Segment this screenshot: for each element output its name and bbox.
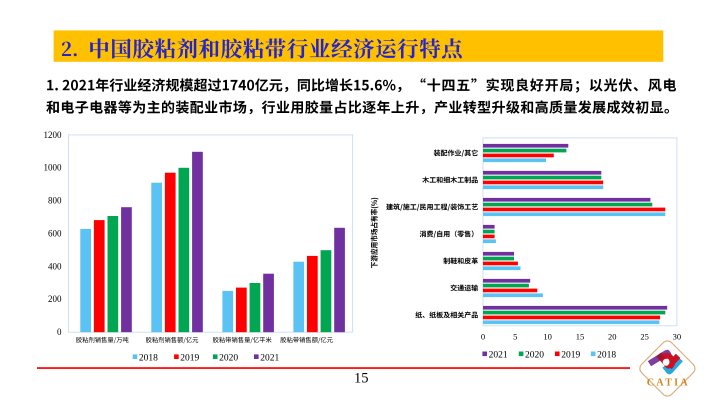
svg-text:200: 200 — [48, 294, 62, 304]
svg-text:15: 15 — [354, 371, 369, 387]
svg-text:2019: 2019 — [180, 354, 199, 364]
svg-text:1200: 1200 — [44, 130, 63, 140]
svg-text:CATIA: CATIA — [647, 377, 690, 388]
svg-text:25: 25 — [640, 332, 649, 342]
svg-text:30: 30 — [673, 332, 682, 342]
svg-text:800: 800 — [48, 196, 62, 206]
svg-text:2018: 2018 — [597, 351, 616, 361]
svg-text:5: 5 — [513, 332, 517, 342]
svg-text:1000: 1000 — [44, 163, 63, 173]
svg-text:2021: 2021 — [489, 351, 508, 361]
svg-text:10: 10 — [543, 332, 552, 342]
svg-text:20: 20 — [608, 332, 617, 342]
svg-text:15: 15 — [576, 332, 585, 342]
svg-text:0: 0 — [481, 332, 485, 342]
svg-text:2020: 2020 — [219, 354, 238, 364]
svg-text:2021: 2021 — [260, 354, 279, 364]
svg-text:0: 0 — [57, 327, 62, 337]
svg-text:600: 600 — [48, 229, 62, 239]
svg-text:2020: 2020 — [525, 351, 544, 361]
svg-text:400: 400 — [48, 261, 62, 271]
svg-text:2018: 2018 — [139, 354, 158, 364]
svg-text:2019: 2019 — [561, 351, 580, 361]
